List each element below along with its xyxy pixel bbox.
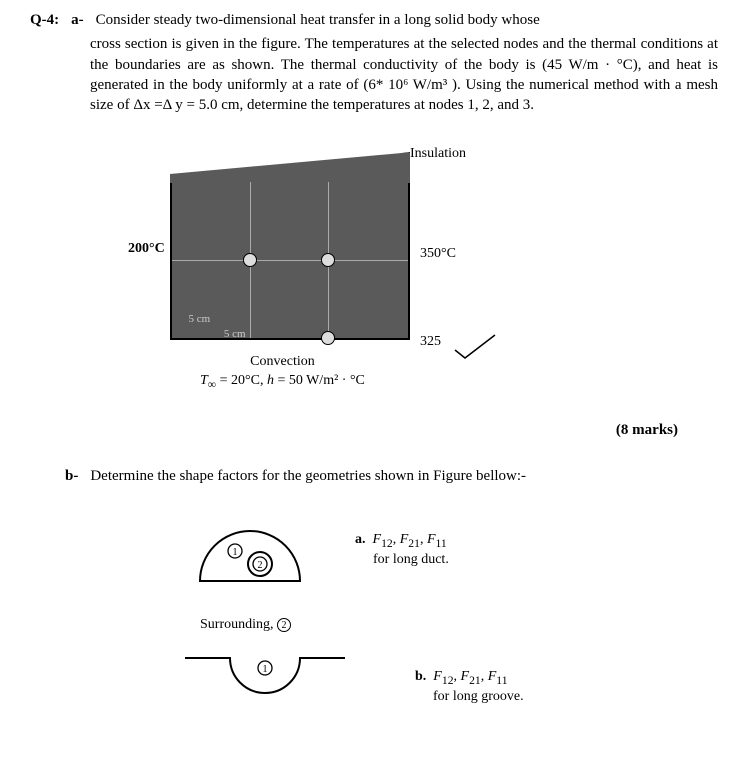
figure-b-groove: 1 b. F12, F21, F11 for long groove. — [180, 643, 718, 723]
convection-title: Convection — [200, 353, 365, 372]
groove-answer: b. F12, F21, F11 for long groove. — [415, 668, 524, 707]
part-a-label: a- — [71, 10, 84, 30]
item-a-label: a. — [355, 532, 366, 547]
part-a-lead: Consider steady two-dimensional heat tra… — [96, 10, 540, 30]
node-3 — [321, 331, 335, 345]
marks-label: (8 marks) — [30, 420, 678, 440]
convection-block: Convection T∞ = 20°C, h = 50 W/m² · °C — [200, 353, 365, 392]
part-b-label: b- — [65, 466, 78, 486]
duct-answer: a. F12, F21, F11 for long duct. — [355, 531, 449, 570]
circled-2-icon: 2 — [277, 618, 291, 632]
groove-icon: 1 — [180, 643, 350, 713]
item-b-desc: for long groove. — [433, 689, 524, 704]
check-mark-icon — [450, 325, 500, 379]
dim-5cm-2: 5 cm — [224, 327, 246, 342]
insulation-label: Insulation — [410, 145, 466, 164]
duct-icon: 1 2 — [180, 506, 320, 591]
svg-text:1: 1 — [233, 547, 238, 558]
surrounding-label: Surrounding, 2 — [200, 616, 718, 635]
convection-values: T∞ = 20°C, h = 50 W/m² · °C — [200, 372, 365, 393]
dim-5cm-1: 5 cm — [189, 312, 211, 327]
node-1 — [243, 253, 257, 267]
question-header: Q-4: a- Consider steady two-dimensional … — [30, 10, 718, 30]
figure-b-duct: 1 2 a. F12, F21, F11 for long duct. — [180, 506, 718, 596]
item-a-desc: for long duct. — [373, 552, 449, 567]
figure-a: Insulation 5 cm 5 cm 200°C 350°C 325 Con… — [140, 140, 560, 400]
node-2 — [321, 253, 335, 267]
figure-b-container: 1 2 a. F12, F21, F11 for long duct. Surr… — [180, 506, 718, 723]
right-bc-bot: 325 — [420, 333, 441, 352]
svg-text:1: 1 — [263, 664, 268, 675]
left-bc-label: 200°C — [128, 240, 165, 259]
svg-text:2: 2 — [258, 560, 263, 571]
item-b-label: b. — [415, 669, 426, 684]
right-bc-top: 350°C — [420, 245, 456, 264]
part-b-text: Determine the shape factors for the geom… — [90, 466, 526, 486]
question-number: Q-4: — [30, 10, 59, 30]
part-a-body: cross section is given in the figure. Th… — [90, 34, 718, 115]
mesh-grid: 5 cm 5 cm — [170, 180, 410, 340]
part-b-header: b- Determine the shape factors for the g… — [65, 466, 718, 486]
